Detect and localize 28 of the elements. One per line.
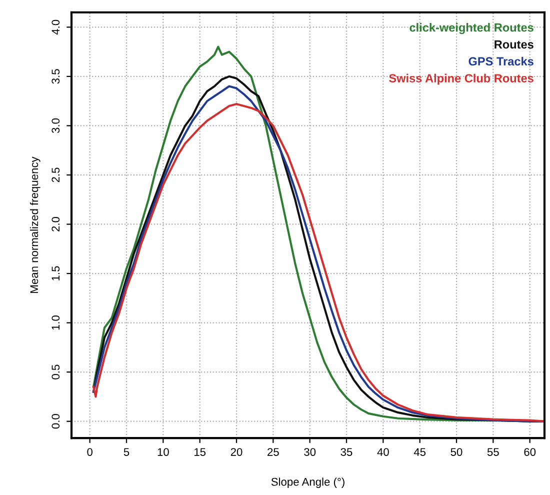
text: click-weighted Routes	[410, 23, 534, 34]
x-tick-label: 30	[304, 448, 316, 456]
x-tick-label: 15	[194, 448, 206, 456]
x-tick-label: 35	[340, 448, 352, 456]
text: GPS Tracks	[468, 56, 534, 66]
y-tick-label: 3.0	[52, 118, 60, 133]
y-tick-label: 1.0	[52, 315, 60, 330]
x-tick-label: 20	[230, 448, 242, 456]
y-tick-label: 0.0	[52, 414, 60, 429]
x-tick-label: 5	[124, 448, 130, 456]
x-tick-label: 0	[87, 448, 92, 456]
y-tick-label: 3.5	[52, 69, 60, 84]
y-axis-title: Mean normalized frequency	[30, 156, 40, 293]
y-tick-label: 0.5	[52, 364, 60, 380]
x-tick-label: 50	[450, 448, 462, 456]
x-tick-label: 60	[524, 448, 536, 456]
text: Routes	[494, 40, 534, 49]
y-tick-label: 2.0	[52, 216, 60, 232]
text: Swiss Alpine Club Routes	[389, 74, 534, 85]
x-tick-label: 40	[377, 448, 389, 456]
x-axis-title: Slope Angle (°)	[271, 478, 344, 488]
x-tick-label: 55	[487, 448, 499, 456]
x-tick-label: 25	[268, 448, 279, 456]
y-tick-label: 4.0	[52, 20, 60, 35]
x-tick-label: 10	[158, 448, 169, 456]
x-tick-label: 45	[414, 448, 426, 456]
y-tick-label: 1.5	[52, 266, 60, 280]
y-tick-label: 2.5	[52, 168, 60, 182]
